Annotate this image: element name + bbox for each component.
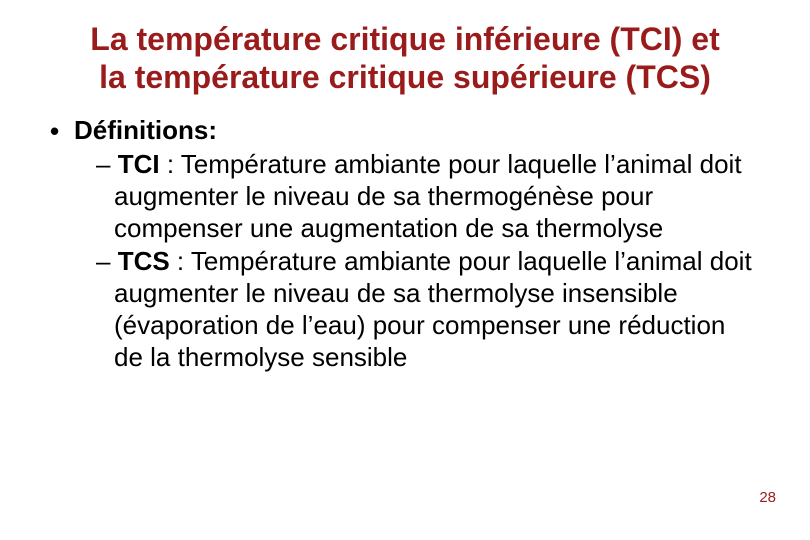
slide: La température critique inférieure (TCI)… bbox=[0, 0, 810, 540]
definition-tci-body: : Température ambiante pour laquelle l’a… bbox=[114, 149, 742, 242]
page-number-value: 28 bbox=[759, 489, 776, 506]
term-tci: TCI bbox=[118, 149, 160, 179]
term-tcs: TCS bbox=[118, 246, 170, 276]
slide-title: La température critique inférieure (TCI)… bbox=[0, 0, 810, 97]
title-line-2: la température critique supérieure (TCS) bbox=[99, 59, 711, 95]
dash-icon: – bbox=[96, 246, 110, 276]
definitions-list: – TCI : Température ambiante pour laquel… bbox=[50, 149, 760, 373]
definitions-label: Définitions: bbox=[74, 115, 217, 146]
bullet-dot-icon: • bbox=[50, 115, 74, 148]
definition-tcs: – TCS : Température ambiante pour laquel… bbox=[96, 246, 760, 373]
definition-tci: – TCI : Température ambiante pour laquel… bbox=[96, 149, 760, 244]
dash-icon: – bbox=[96, 149, 110, 179]
bullet-definitions: • Définitions: bbox=[50, 115, 760, 148]
definition-tcs-body: : Température ambiante pour laquelle l’a… bbox=[114, 246, 752, 371]
slide-body: • Définitions: – TCI : Température ambia… bbox=[0, 97, 810, 374]
title-line-1: La température critique inférieure (TCI)… bbox=[90, 21, 719, 57]
page-number: 28 bbox=[759, 489, 776, 506]
